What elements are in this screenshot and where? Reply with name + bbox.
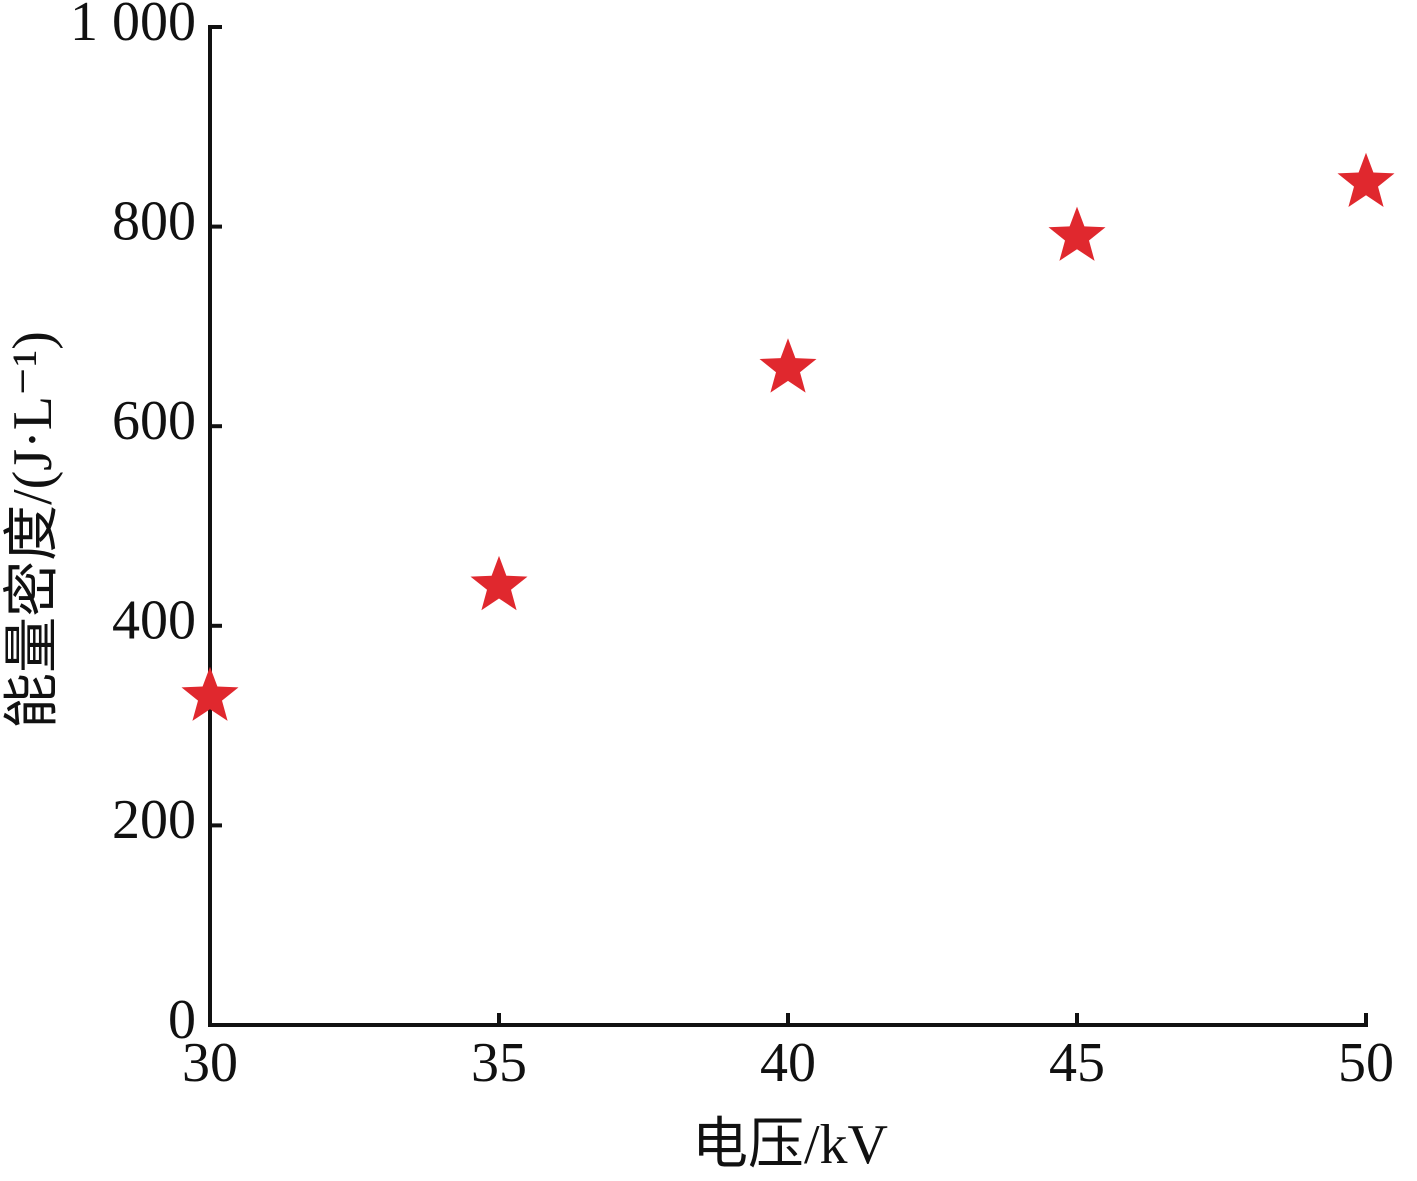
data-point: [181, 666, 239, 721]
x-tick-label: 45: [1049, 1032, 1105, 1094]
y-axis-label: 能量密度/(J·L⁻¹): [2, 331, 64, 729]
y-tick-label: 0: [168, 989, 196, 1051]
y-tick-label: 800: [112, 190, 196, 252]
y-tick-label: 200: [112, 789, 196, 851]
y-tick-label: 400: [112, 590, 196, 652]
x-tick-label: 35: [471, 1032, 527, 1094]
y-tick-label: 1 000: [70, 0, 196, 53]
y-tick-label: 600: [112, 390, 196, 452]
x-tick-label: 30: [182, 1032, 238, 1094]
x-tick-label: 40: [760, 1032, 816, 1094]
data-point: [470, 555, 528, 611]
data-point: [759, 338, 817, 393]
data-point: [1337, 152, 1395, 207]
x-tick-label: 50: [1338, 1032, 1394, 1094]
data-point: [1048, 206, 1106, 261]
x-axis-label: 电压/kV: [692, 1114, 888, 1176]
